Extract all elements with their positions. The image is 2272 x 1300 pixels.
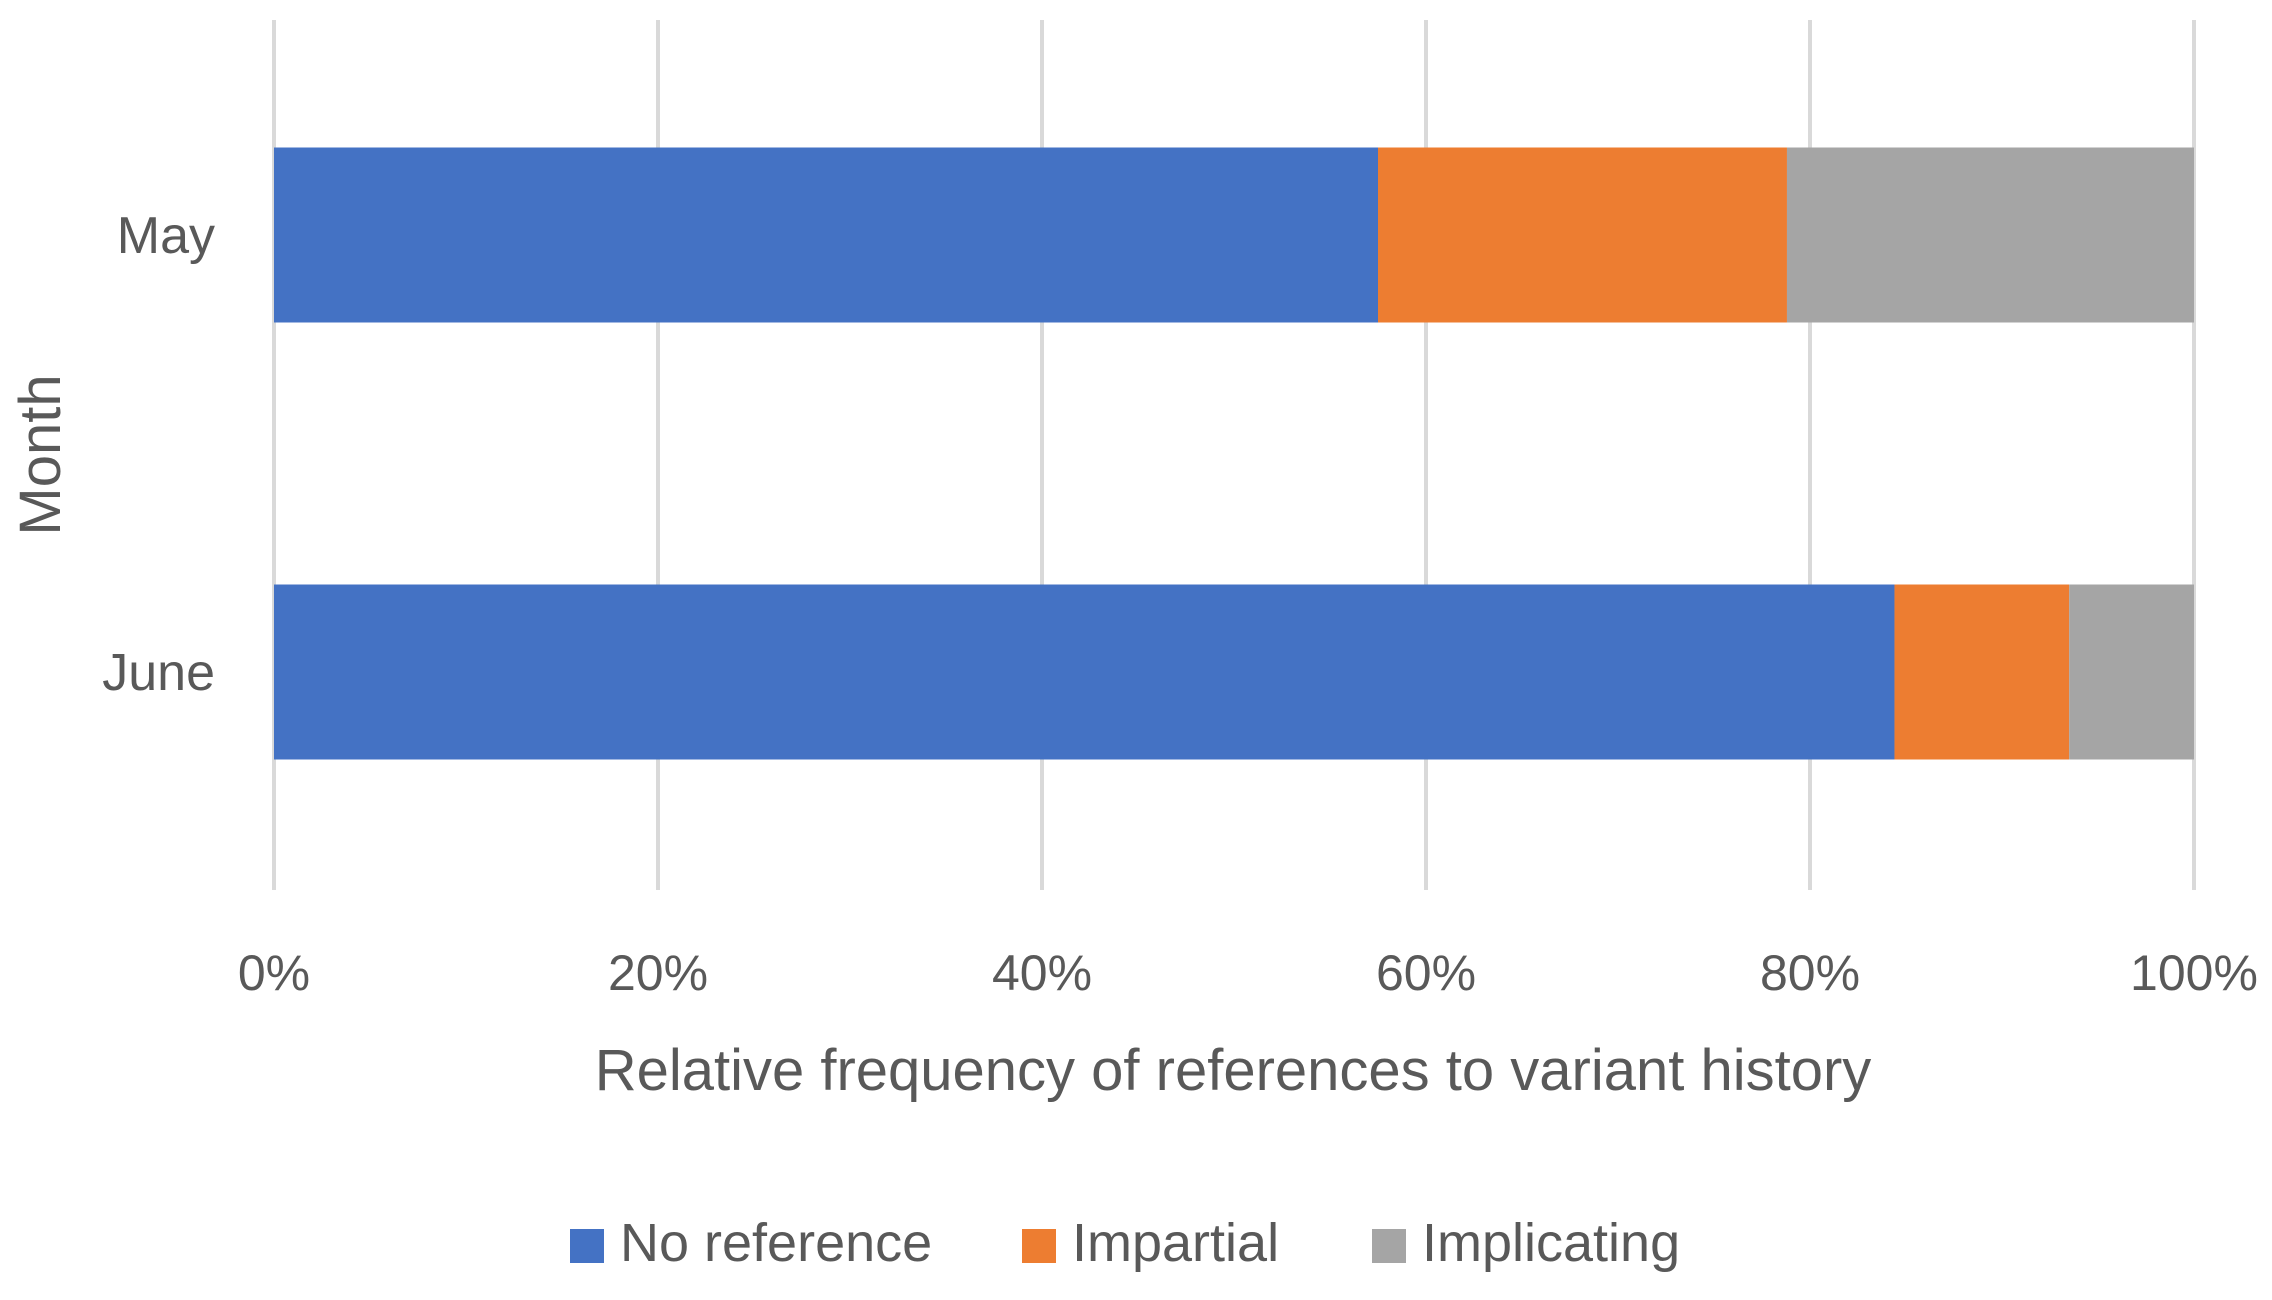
bar-may-implicating [1786, 147, 2194, 323]
bar-may-no-reference [274, 147, 1378, 323]
category-labels: May June [102, 207, 215, 702]
legend: No reference Impartial Implicating [570, 1213, 1680, 1273]
legend-label: Implicating [1422, 1213, 1680, 1273]
category-label: June [102, 644, 215, 702]
bars [274, 147, 2194, 760]
legend-swatch [570, 1229, 604, 1263]
legend-label: Impartial [1072, 1213, 1279, 1273]
bar-may-impartial [1378, 147, 1787, 323]
x-tick-label: 60% [1376, 945, 1476, 1001]
bar-june-no-reference [274, 584, 1895, 760]
x-tick-label: 20% [608, 945, 708, 1001]
legend-swatch [1372, 1229, 1406, 1263]
x-tick-label: 40% [992, 945, 1092, 1001]
x-tick-label: 80% [1760, 945, 1860, 1001]
x-tick-labels: 0% 20% 40% 60% 80% 100% [238, 945, 2258, 1001]
bar-june-impartial [1894, 584, 2070, 760]
y-axis-title: Month [8, 374, 73, 535]
x-axis-title: Relative frequency of references to vari… [595, 1038, 1872, 1103]
legend-label: No reference [620, 1213, 932, 1273]
x-tick-label: 0% [238, 945, 310, 1001]
x-tick-label: 100% [2130, 945, 2258, 1001]
bar-june-implicating [2069, 584, 2194, 760]
legend-swatch [1022, 1229, 1056, 1263]
category-label: May [117, 207, 215, 265]
